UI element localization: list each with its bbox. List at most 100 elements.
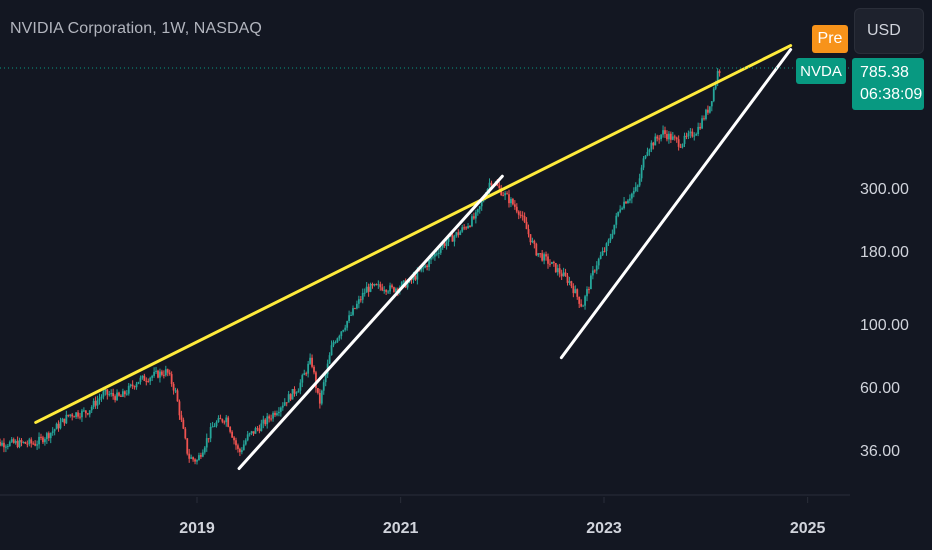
candle-body [488,182,491,190]
y-tick-label: 60.00 [860,380,900,397]
candle-body [687,133,690,137]
candle-body [480,201,483,207]
candle-body [521,215,524,217]
candle-body [242,444,245,451]
candle-body [299,382,302,391]
candle-body [55,423,58,430]
candle-body [668,133,670,140]
candle-body [584,296,586,306]
candle-body [65,414,68,424]
candle-body [638,178,641,186]
candle-body [137,381,140,384]
candle-body [560,273,563,277]
candle-body [531,240,534,243]
candle-body [118,392,120,396]
candle-body [537,253,540,256]
candle-body [188,453,191,459]
candle-body [695,134,698,136]
candle-body [223,421,226,423]
candle-body [373,284,376,286]
premarket-label: Pre [817,30,843,47]
candle-body [693,135,696,137]
candle-body [498,185,501,188]
candle-body [235,440,237,446]
candle-body [237,445,239,449]
candle-body [155,370,157,372]
candle-body [611,233,614,238]
candle-body [338,336,341,339]
candle-body [562,272,565,277]
candle-body [512,199,514,205]
premarket-badge[interactable]: Pre [812,25,848,53]
candle-body [677,139,680,147]
candle-body [552,261,555,264]
currency-button[interactable]: USD [854,8,924,54]
yellow-trendline[interactable] [34,44,793,424]
candle-body [463,227,466,229]
candle-body [412,275,415,280]
candle-body [231,431,234,438]
candle-body [685,135,688,137]
candle-body [166,369,169,373]
candle-body [239,448,241,453]
candle-body [473,216,475,219]
white-trendline[interactable] [237,174,504,470]
candle-body [59,421,62,429]
candle-body [201,452,204,457]
candle-body [186,438,189,454]
candle-body [293,389,296,394]
price-axis[interactable]: 36.00 60.00 100.00 180.00 300.00 [860,181,909,460]
candle-body [301,375,304,383]
candle-body [615,215,618,225]
candle-body [291,389,294,400]
candle-body [607,240,610,244]
candle-body [478,206,481,210]
candle-body [22,442,25,444]
candle-body [513,204,516,207]
time-axis[interactable]: 2019 2021 2023 2025 [179,497,826,537]
candle-body [471,216,473,227]
candle-body [303,373,306,376]
candle-body [348,315,351,322]
candle-body [385,290,388,292]
trendlines[interactable] [34,44,793,470]
candle-body [467,226,469,229]
candle-body [666,133,668,140]
last-price-box: 785.38 06:38:09 [852,58,924,110]
candle-body [279,407,282,412]
candle-body [270,418,273,420]
candle-body [45,433,48,440]
candle-body [82,410,85,412]
x-tick-label: 2019 [179,520,215,537]
candle-body [361,292,364,300]
candle-body [406,282,409,288]
candle-body [207,438,210,440]
candle-body [377,284,380,286]
candle-body [194,459,196,462]
candle-body [47,433,50,439]
candle-body [496,183,499,186]
candle-body [691,131,694,137]
candle-body [51,431,54,433]
candle-body [476,209,479,213]
candle-body [510,199,512,204]
candle-body [554,263,557,273]
candle-body [53,429,56,432]
candle-body [268,416,271,419]
candle-body [285,402,288,404]
candle-body [636,185,639,187]
candle-body [689,131,692,134]
candle-body [336,338,339,343]
candle-body [151,375,154,378]
candle-body [547,256,549,264]
candle-body [609,237,612,241]
candle-body [98,398,101,401]
candle-body [258,428,261,432]
candle-body [371,283,374,286]
white-trendline[interactable] [559,48,793,360]
candle-body [198,455,200,461]
candle-body [211,426,214,428]
candle-body [159,371,161,378]
